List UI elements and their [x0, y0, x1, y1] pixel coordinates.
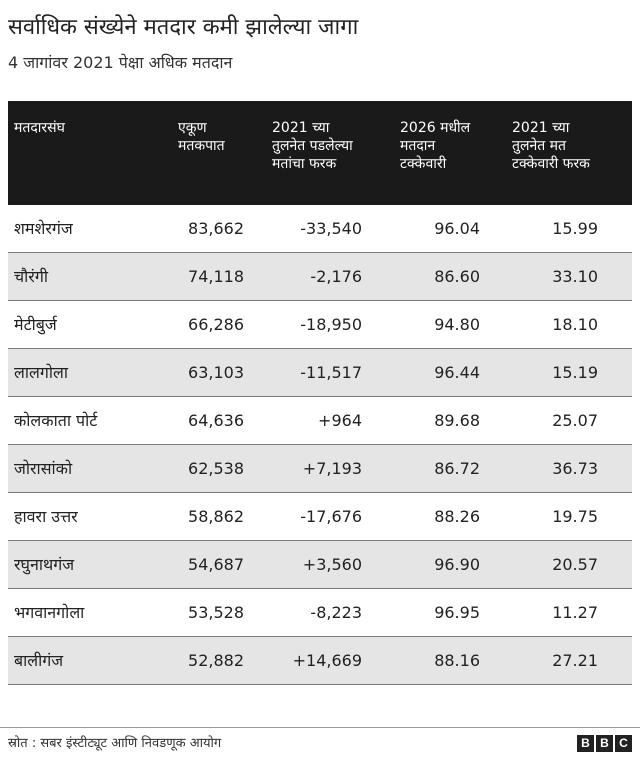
vote-difference-cell: -11,517 — [300, 363, 362, 382]
constituency-cell: कोलकाता पोर्ट — [14, 411, 98, 430]
turnout-difference-cell: 19.75 — [552, 507, 598, 526]
total-drop-cell: 53,528 — [188, 603, 244, 622]
column-header-total-drop: एकूण मतकपात — [178, 120, 225, 154]
turnout-2026-cell: 96.44 — [434, 363, 480, 382]
constituency-cell: शमशेरगंज — [14, 219, 73, 238]
total-drop-cell: 52,882 — [188, 651, 244, 670]
turnout-2026-cell: 96.95 — [434, 603, 480, 622]
turnout-2026-cell: 86.60 — [434, 267, 480, 286]
constituency-cell: लालगोला — [14, 363, 68, 382]
data-table: मतदारसंघ एकूण मतकपात 2021 च्या तुलनेत पड… — [8, 101, 632, 685]
table-row: शमशेरगंज 83,662 -33,540 96.04 15.99 — [8, 205, 632, 253]
turnout-difference-cell: 15.19 — [552, 363, 598, 382]
table-row: लालगोला 63,103 -11,517 96.44 15.19 — [8, 349, 632, 397]
turnout-2026-cell: 86.72 — [434, 459, 480, 478]
vote-difference-cell: -2,176 — [310, 267, 362, 286]
turnout-2026-cell: 96.90 — [434, 555, 480, 574]
vote-difference-cell: +7,193 — [302, 459, 362, 478]
table-row: चौरंगी 74,118 -2,176 86.60 33.10 — [8, 253, 632, 301]
vote-difference-cell: +964 — [318, 411, 362, 430]
table-body: शमशेरगंज 83,662 -33,540 96.04 15.99 चौरंगी 74,… — [8, 205, 632, 685]
table-header: मतदारसंघ एकूण मतकपात 2021 च्या तुलनेत पड… — [8, 101, 632, 205]
vote-difference-cell: -17,676 — [300, 507, 362, 526]
table-row: मेटीबुर्ज 66,286 -18,950 94.80 18.10 — [8, 301, 632, 349]
total-drop-cell: 83,662 — [188, 219, 244, 238]
vote-difference-cell: -18,950 — [300, 315, 362, 334]
turnout-difference-cell: 11.27 — [552, 603, 598, 622]
turnout-difference-cell: 20.57 — [552, 555, 598, 574]
chart-title: सर्वाधिक संख्येने मतदार कमी झालेल्या जाग… — [8, 15, 359, 40]
table-row: जोरासांको 62,538 +7,193 86.72 36.73 — [8, 445, 632, 493]
turnout-difference-cell: 33.10 — [552, 267, 598, 286]
chart-subtitle: 4 जागांवर 2021 पेक्षा अधिक मतदान — [8, 53, 233, 72]
column-header-vote-difference: 2021 च्या तुलनेत पडलेल्या मतांचा फरक — [272, 120, 353, 172]
turnout-2026-cell: 94.80 — [434, 315, 480, 334]
constituency-cell: रघुनाथगंज — [14, 555, 75, 574]
table-row: रघुनाथगंज 54,687 +3,560 96.90 20.57 — [8, 541, 632, 589]
turnout-difference-cell: 36.73 — [552, 459, 598, 478]
vote-difference-cell: -8,223 — [310, 603, 362, 622]
column-header-turnout-difference: 2021 च्या तुलनेत मत टक्केवारी फरक — [512, 120, 590, 172]
table-row: बालीगंज 52,882 +14,669 88.16 27.21 — [8, 637, 632, 685]
turnout-2026-cell: 89.68 — [434, 411, 480, 430]
table-row: कोलकाता पोर्ट 64,636 +964 89.68 25.07 — [8, 397, 632, 445]
constituency-cell: भगवानगोला — [14, 603, 85, 622]
bbc-logo-letter: B — [596, 735, 613, 752]
table-row: भगवानगोला 53,528 -8,223 96.95 11.27 — [8, 589, 632, 637]
turnout-difference-cell: 18.10 — [552, 315, 598, 334]
constituency-cell: हावरा उत्तर — [14, 507, 78, 526]
total-drop-cell: 62,538 — [188, 459, 244, 478]
bbc-logo-letter: C — [615, 735, 632, 752]
vote-difference-cell: +3,560 — [302, 555, 362, 574]
turnout-difference-cell: 25.07 — [552, 411, 598, 430]
constituency-cell: जोरासांको — [14, 459, 73, 478]
vote-difference-cell: -33,540 — [300, 219, 362, 238]
total-drop-cell: 58,862 — [188, 507, 244, 526]
turnout-difference-cell: 27.21 — [552, 651, 598, 670]
bbc-logo: B B C — [577, 735, 632, 752]
vote-difference-cell: +14,669 — [292, 651, 362, 670]
constituency-cell: बालीगंज — [14, 651, 64, 670]
total-drop-cell: 54,687 — [188, 555, 244, 574]
total-drop-cell: 63,103 — [188, 363, 244, 382]
turnout-difference-cell: 15.99 — [552, 219, 598, 238]
turnout-2026-cell: 88.26 — [434, 507, 480, 526]
total-drop-cell: 74,118 — [188, 267, 244, 286]
footer-divider — [0, 727, 640, 728]
table-row: हावरा उत्तर 58,862 -17,676 88.26 19.75 — [8, 493, 632, 541]
turnout-2026-cell: 88.16 — [434, 651, 480, 670]
total-drop-cell: 64,636 — [188, 411, 244, 430]
constituency-cell: चौरंगी — [14, 267, 49, 286]
constituency-cell: मेटीबुर्ज — [14, 315, 57, 334]
total-drop-cell: 66,286 — [188, 315, 244, 334]
column-header-turnout-2026: 2026 मधील मतदान टक्केवारी — [400, 120, 471, 172]
bbc-logo-letter: B — [577, 735, 594, 752]
turnout-2026-cell: 96.04 — [434, 219, 480, 238]
column-header-constituency: मतदारसंघ — [14, 120, 65, 136]
source-note: स्रोत : सबर इंस्टीट्यूट आणि निवडणूक आयोग — [8, 736, 222, 751]
